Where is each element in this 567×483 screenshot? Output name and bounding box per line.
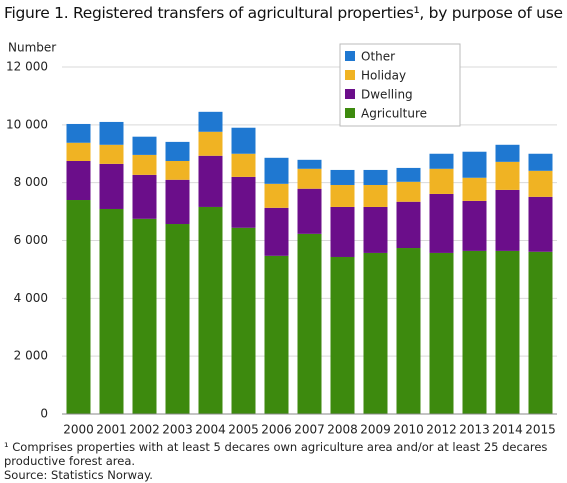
- bar-segment: [66, 160, 91, 201]
- legend-label: Agriculture: [361, 107, 427, 121]
- y-tick-label: 10 000: [6, 117, 48, 131]
- legend-box: [339, 43, 461, 127]
- bar-segment: [462, 151, 487, 178]
- bar-segment: [66, 142, 91, 161]
- bar-segment: [165, 141, 190, 161]
- bar-segment: [429, 193, 454, 253]
- bar-segment: [99, 163, 124, 209]
- bar-segment: [99, 144, 124, 164]
- bar-segment: [495, 250, 520, 414]
- x-tick-label: 2007: [294, 423, 325, 437]
- legend-label: Holiday: [361, 69, 406, 83]
- x-tick-label: 2006: [261, 423, 292, 437]
- bar-segment: [198, 131, 223, 156]
- bar-segment: [363, 206, 388, 253]
- bar-segment: [99, 121, 124, 145]
- bar-segment: [396, 181, 421, 202]
- bar-segment: [429, 153, 454, 169]
- bar-segment: [462, 250, 487, 414]
- bar-segment: [132, 136, 157, 155]
- bar-segment: [330, 256, 355, 414]
- bar-segment: [198, 206, 223, 414]
- chart-title: Figure 1. Registered transfers of agricu…: [4, 4, 563, 22]
- bar-segment: [396, 167, 421, 182]
- bar-segment: [231, 227, 256, 414]
- bar-segment: [495, 161, 520, 190]
- bar-segment: [396, 201, 421, 249]
- bar-segment: [66, 123, 91, 143]
- bar-segment: [264, 207, 289, 256]
- y-tick-label: 4 000: [14, 291, 48, 305]
- x-tick-label: 2008: [327, 423, 358, 437]
- bar-segment: [462, 177, 487, 201]
- y-tick-label: 6 000: [14, 233, 48, 247]
- legend-label: Other: [361, 50, 395, 64]
- bar-segment: [132, 174, 157, 219]
- bar-segment: [528, 196, 553, 252]
- bar-segment: [132, 218, 157, 414]
- bar-segment: [363, 252, 388, 414]
- y-tick-label: 12 000: [6, 60, 48, 74]
- bar-segment: [330, 169, 355, 185]
- bar-segment: [528, 170, 553, 197]
- bar-segment: [528, 153, 553, 171]
- bar-segment: [330, 184, 355, 207]
- bar-segment: [264, 183, 289, 208]
- bar-segment: [231, 127, 256, 154]
- bar-segment: [462, 200, 487, 251]
- legend-label: Dwelling: [361, 88, 413, 102]
- legend-swatch: [345, 89, 355, 99]
- x-tick-label: 2014: [492, 423, 523, 437]
- bar-segment: [264, 255, 289, 414]
- bar-segment: [165, 160, 190, 180]
- x-tick-label: 2012: [426, 423, 457, 437]
- x-tick-label: 2000: [63, 423, 94, 437]
- y-tick-label: 8 000: [14, 175, 48, 189]
- bar-segment: [264, 157, 289, 184]
- bar-segment: [198, 155, 223, 207]
- bar-segment: [330, 206, 355, 257]
- y-tick-label: 0: [40, 407, 48, 421]
- bar-segment: [66, 200, 91, 414]
- y-axis-label: Number: [8, 41, 56, 55]
- bar-segment: [231, 153, 256, 177]
- source: Source: Statistics Norway.: [4, 468, 153, 482]
- x-tick-label: 2010: [393, 423, 424, 437]
- bar-segment: [99, 208, 124, 414]
- bar-segment: [231, 176, 256, 228]
- bar-segment: [396, 248, 421, 414]
- bar-segment: [429, 168, 454, 194]
- bar-segment: [429, 252, 454, 414]
- x-tick-label: 2004: [195, 423, 226, 437]
- x-tick-label: 2002: [129, 423, 160, 437]
- bar-segment: [297, 168, 322, 189]
- legend-swatch: [345, 70, 355, 80]
- legend-swatch: [345, 51, 355, 61]
- bar-segment: [132, 154, 157, 175]
- x-tick-label: 2013: [459, 423, 490, 437]
- bar-segment: [363, 169, 388, 185]
- y-tick-label: 2 000: [14, 349, 48, 363]
- bar-segment: [495, 189, 520, 251]
- footnote: ¹ Comprises properties with at least 5 d…: [4, 440, 548, 468]
- x-tick-label: 2015: [525, 423, 556, 437]
- x-tick-label: 2003: [162, 423, 193, 437]
- bar-segment: [297, 233, 322, 414]
- bar-segment: [363, 184, 388, 207]
- bar-segment: [495, 144, 520, 162]
- legend-swatch: [345, 108, 355, 118]
- bar-segment: [165, 224, 190, 414]
- bar-segment: [297, 159, 322, 169]
- x-tick-label: 2001: [96, 423, 127, 437]
- bar-segment: [297, 188, 322, 234]
- bar-segment: [165, 179, 190, 225]
- bar-segment: [528, 251, 553, 414]
- x-tick-label: 2005: [228, 423, 259, 437]
- x-tick-label: 2009: [360, 423, 391, 437]
- bar-segment: [198, 111, 223, 132]
